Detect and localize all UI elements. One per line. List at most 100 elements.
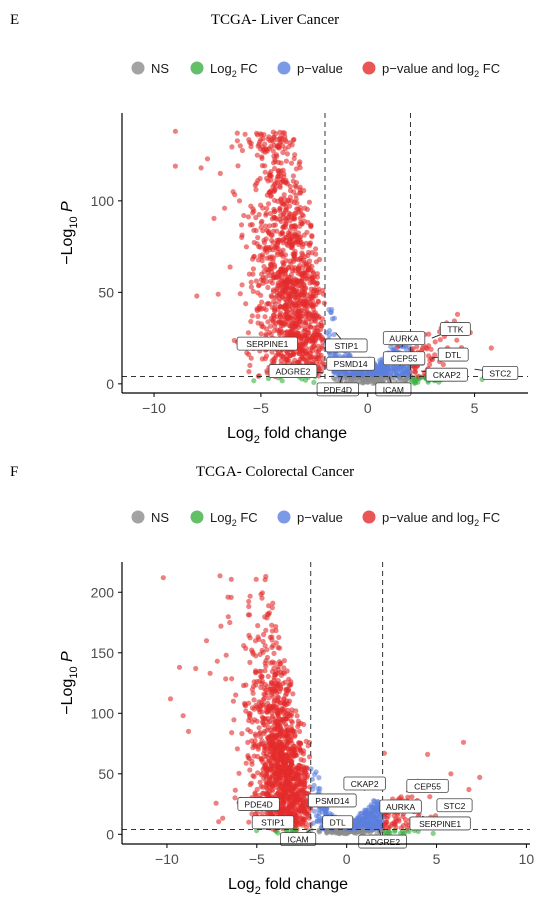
data-point — [286, 801, 292, 807]
data-point — [292, 152, 298, 158]
data-point — [311, 782, 317, 788]
data-point — [321, 300, 327, 306]
data-point — [299, 221, 305, 227]
data-point — [270, 247, 276, 253]
data-point — [281, 201, 287, 207]
label-box — [236, 336, 298, 351]
data-point — [255, 235, 261, 241]
data-point — [252, 791, 258, 797]
volcano-plot-liver: NS Log2 FC p−value p−value and log2 FC SERPI… — [59, 61, 528, 446]
data-point — [300, 822, 306, 828]
data-point — [253, 187, 259, 193]
data-point — [245, 753, 251, 759]
label-text: CEP55 — [414, 781, 441, 791]
data-point — [271, 650, 277, 656]
x-tick-label: 5 — [433, 851, 441, 867]
data-point — [269, 358, 275, 364]
data-point — [176, 664, 183, 670]
data-point — [282, 252, 289, 258]
data-point — [254, 152, 260, 158]
data-point — [245, 214, 251, 220]
data-point — [282, 296, 288, 302]
label-text: ICAM — [288, 835, 309, 845]
data-point — [243, 645, 249, 651]
gene-label: PDE4D — [237, 797, 280, 811]
label-text: DTL — [330, 818, 346, 828]
data-point — [314, 324, 320, 331]
data-point — [284, 329, 290, 335]
data-point — [259, 154, 265, 160]
label-text: DTL — [445, 350, 461, 360]
data-point — [272, 734, 278, 740]
data-point — [271, 726, 277, 732]
data-point — [255, 770, 261, 776]
data-point — [427, 361, 433, 368]
chart-title: TCGA- Colorectal Cancer — [195, 464, 355, 480]
data-point — [293, 771, 300, 777]
data-point — [275, 270, 281, 276]
data-point — [263, 663, 269, 669]
data-point — [315, 786, 321, 792]
data-point — [269, 237, 275, 243]
gene-label: STIP1 — [325, 332, 368, 353]
data-point — [297, 296, 303, 302]
y-tick-label: 50 — [98, 284, 114, 300]
data-point — [454, 337, 460, 343]
data-point — [308, 346, 314, 352]
data-point — [250, 256, 256, 262]
data-point — [214, 658, 220, 664]
legend-label: Log2 FC — [210, 510, 258, 528]
data-point — [237, 291, 243, 297]
data-point — [248, 355, 254, 361]
data-point — [298, 720, 304, 726]
data-point — [258, 591, 264, 597]
data-point — [305, 813, 311, 819]
data-point — [301, 274, 307, 280]
data-point — [266, 695, 272, 701]
data-point — [466, 786, 472, 793]
data-point — [245, 739, 251, 745]
data-point — [267, 323, 273, 329]
label-box — [268, 364, 318, 378]
x-tick-label: 5 — [471, 400, 479, 416]
data-point — [301, 328, 307, 334]
data-point — [304, 229, 310, 235]
data-point — [279, 378, 285, 384]
legend-marker — [131, 61, 145, 75]
label-text: STIP1 — [261, 818, 285, 828]
data-point — [271, 719, 277, 726]
data-point — [258, 772, 265, 778]
data-point — [285, 700, 291, 707]
x-tick-label: 10 — [519, 851, 535, 867]
data-point — [278, 168, 284, 174]
data-point — [306, 273, 312, 279]
data-point — [257, 730, 263, 736]
data-point — [271, 677, 277, 683]
data-point — [250, 288, 256, 294]
label-box — [482, 365, 519, 380]
data-point — [271, 143, 277, 149]
data-point — [269, 266, 275, 272]
data-point — [232, 795, 238, 801]
data-point — [326, 307, 332, 313]
data-point — [264, 690, 270, 696]
data-point — [310, 269, 316, 275]
data-point — [227, 264, 233, 270]
data-point — [243, 301, 249, 307]
data-point — [256, 244, 262, 250]
data-point — [278, 357, 284, 364]
data-point — [251, 753, 257, 759]
data-point — [309, 263, 315, 270]
data-point — [290, 137, 296, 143]
data-point — [261, 305, 267, 311]
data-point — [172, 128, 178, 134]
gene-label: TTK — [431, 322, 471, 339]
data-point — [301, 804, 307, 810]
data-point — [274, 228, 280, 234]
data-point — [293, 211, 299, 217]
data-point — [247, 659, 253, 665]
data-point — [297, 204, 303, 211]
data-point — [252, 731, 258, 737]
data-point — [264, 370, 270, 376]
data-point — [272, 746, 278, 752]
